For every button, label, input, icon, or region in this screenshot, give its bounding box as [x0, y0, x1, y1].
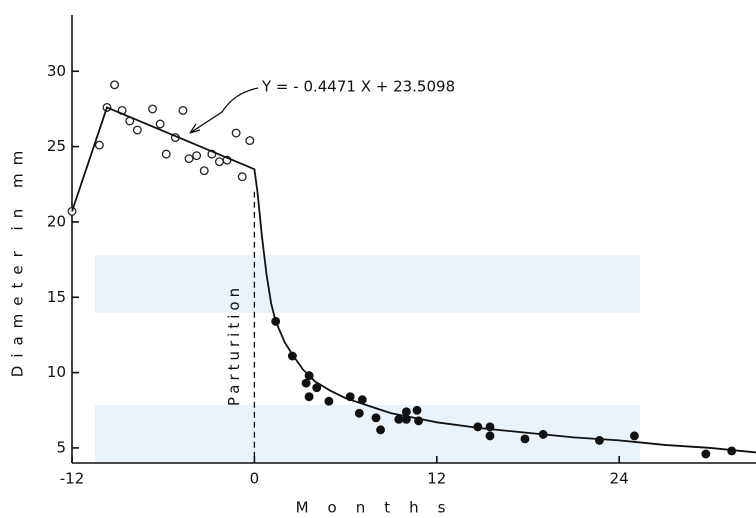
y-tick-label: 5 [56, 438, 66, 456]
filled-point [701, 449, 711, 459]
filled-point [401, 407, 411, 417]
x-tick-label: 0 [250, 470, 260, 488]
y-tick-label: 25 [47, 137, 66, 155]
open-point [155, 119, 165, 129]
filled-point [354, 408, 364, 418]
open-point [245, 136, 255, 146]
y-tick-label: 10 [47, 363, 66, 381]
filled-point [304, 392, 314, 402]
filled-point [301, 378, 311, 388]
watermark [95, 255, 640, 313]
filled-point [520, 434, 530, 444]
x-tick-label: 24 [610, 470, 629, 488]
filled-point [485, 431, 495, 441]
open-point [184, 154, 194, 164]
open-point [110, 80, 120, 90]
y-tick-label: 15 [47, 288, 66, 306]
open-point [132, 125, 142, 135]
y-axis-label: Diameter in mm [9, 143, 27, 377]
filled-point [312, 383, 322, 393]
open-point [94, 140, 104, 150]
x-tick-label: -12 [60, 470, 85, 488]
equation: Y = - 0.4471 X + 23.5098 [261, 78, 455, 96]
y-tick-label: 20 [47, 212, 66, 230]
open-point [231, 128, 241, 138]
filled-point [629, 431, 639, 441]
filled-point [412, 405, 422, 415]
filled-point [376, 425, 386, 435]
filled-point [594, 435, 604, 445]
filled-point [324, 396, 334, 406]
open-point [178, 105, 188, 115]
equation-arrow [189, 87, 259, 134]
parturition-label: Parturition [225, 284, 243, 406]
open-point [214, 157, 224, 167]
y-tick-label: 30 [47, 62, 66, 80]
open-point [161, 149, 171, 159]
filled-point [371, 413, 381, 423]
x-axis-label: Months [296, 499, 465, 517]
watermark [95, 405, 640, 463]
x-tick-label: 12 [427, 470, 446, 488]
filled-point [394, 414, 404, 424]
fit-line [71, 106, 756, 454]
open-point [237, 172, 247, 182]
open-point [199, 166, 209, 176]
open-point [148, 104, 158, 114]
arrow-head [189, 123, 201, 134]
open-point [192, 151, 202, 161]
